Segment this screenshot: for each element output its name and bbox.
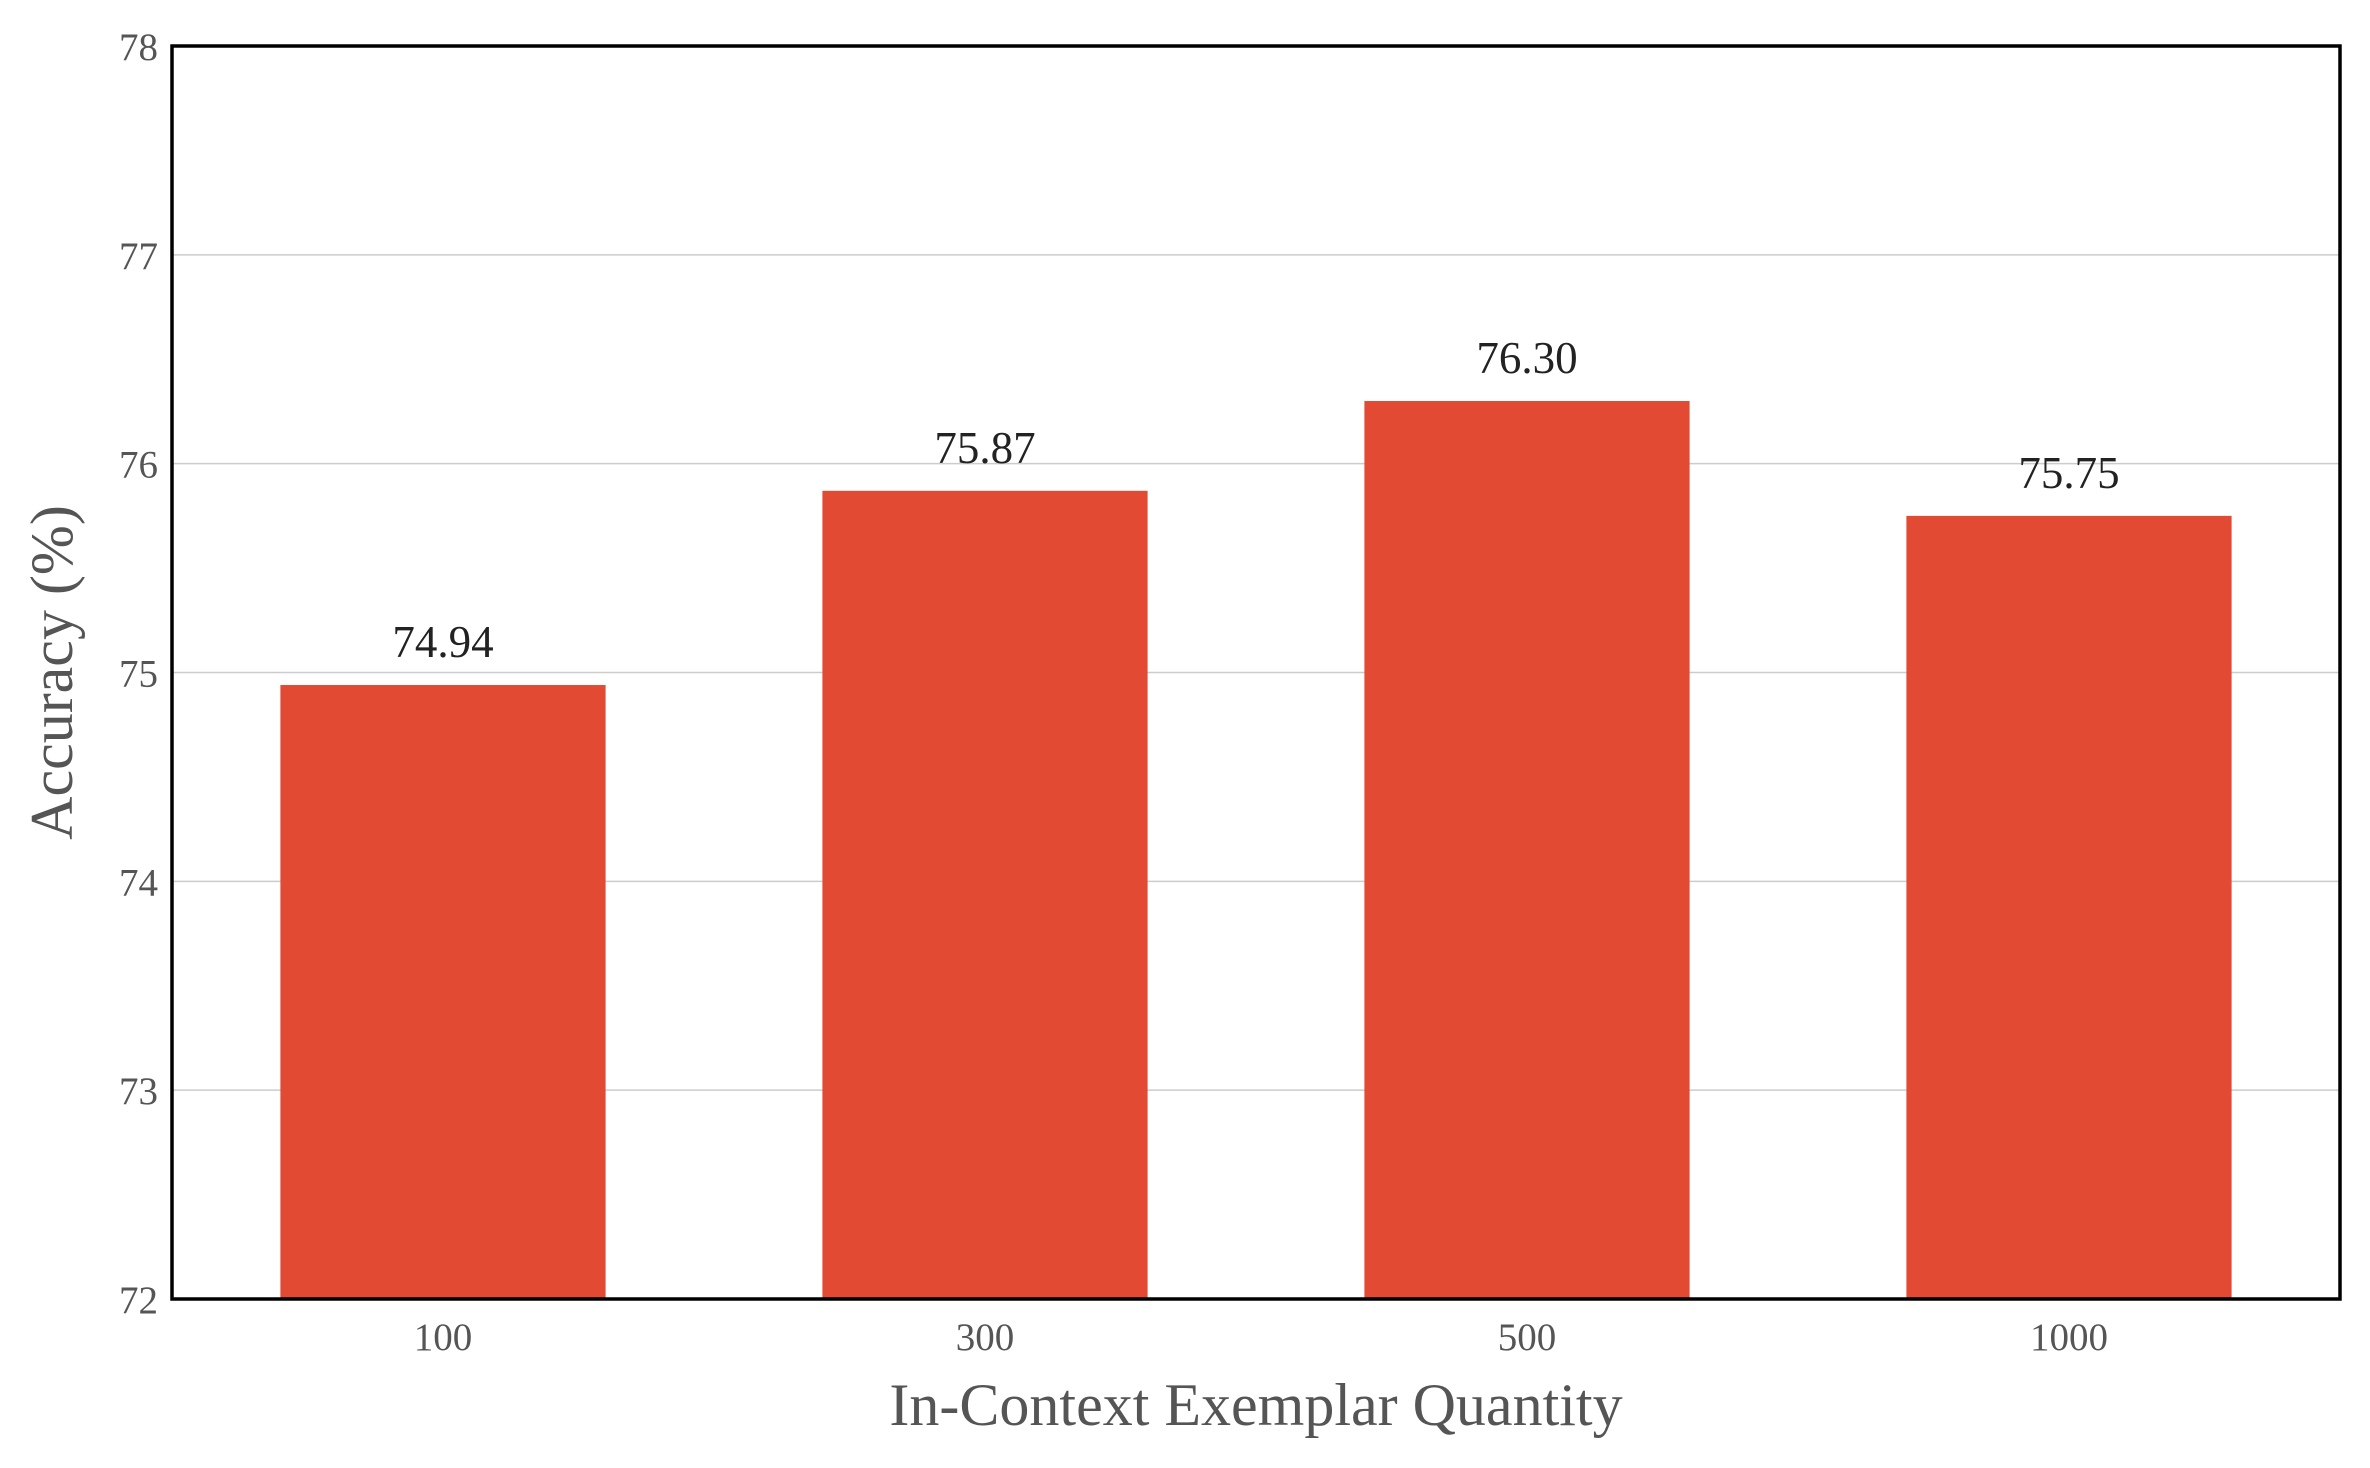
data-label-300: 75.87 (934, 423, 1035, 473)
y-axis-title: Accuracy (%) (19, 505, 85, 840)
y-tick-label: 73 (119, 1070, 158, 1113)
bar-300 (822, 490, 1148, 1299)
y-tick-label: 77 (119, 235, 158, 278)
bar-100 (280, 685, 606, 1299)
y-tick-label: 75 (119, 653, 158, 696)
x-tick-label: 1000 (2030, 1316, 2108, 1359)
bars (280, 401, 2232, 1299)
x-axis-ticks: 100 300 500 1000 (414, 1316, 2108, 1359)
plot-frame (170, 44, 2342, 1301)
y-tick-label: 78 (119, 26, 158, 69)
x-tick-label: 500 (1498, 1316, 1557, 1359)
y-tick-label: 76 (119, 444, 158, 487)
data-label-1000: 75.75 (2018, 448, 2119, 498)
data-label-500: 76.30 (1476, 333, 1577, 383)
data-label-100: 74.94 (392, 617, 493, 667)
bar-1000 (1906, 515, 2232, 1299)
bar-500 (1364, 401, 1690, 1299)
data-labels: 74.94 75.87 76.30 75.75 (392, 333, 2119, 667)
x-tick-label: 100 (414, 1316, 473, 1359)
y-tick-label: 74 (119, 861, 158, 904)
y-tick-label: 72 (119, 1279, 158, 1322)
x-tick-label: 300 (956, 1316, 1015, 1359)
y-axis-ticks: 72 73 74 75 76 77 78 (119, 26, 158, 1322)
x-axis-title: In-Context Exemplar Quantity (889, 1372, 1622, 1438)
